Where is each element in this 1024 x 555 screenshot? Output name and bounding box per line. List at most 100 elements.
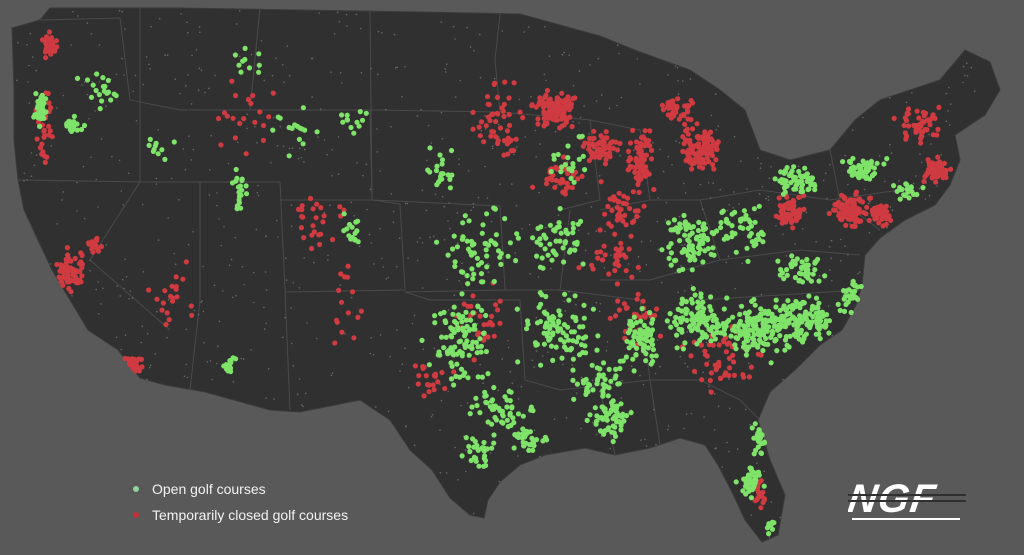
open-marker-icon xyxy=(133,486,139,492)
open-course-marker xyxy=(493,232,499,238)
open-course-marker xyxy=(572,247,578,253)
closed-course-marker xyxy=(731,359,737,365)
town-dot xyxy=(464,449,467,451)
open-course-marker xyxy=(436,349,442,355)
town-dot xyxy=(891,209,894,211)
town-dot xyxy=(683,182,685,185)
town-dot xyxy=(235,294,237,297)
open-course-marker xyxy=(551,156,557,162)
town-dot xyxy=(180,13,182,15)
open-course-marker xyxy=(770,317,776,324)
town-dot xyxy=(329,204,331,206)
closed-course-marker xyxy=(490,129,497,135)
town-dot xyxy=(746,188,748,190)
town-dot xyxy=(830,279,833,282)
open-course-marker xyxy=(801,265,807,271)
town-dot xyxy=(761,186,764,188)
closed-course-marker xyxy=(298,225,304,231)
open-course-marker xyxy=(573,317,579,324)
town-dot xyxy=(966,75,969,77)
open-course-marker xyxy=(808,182,814,188)
town-dot xyxy=(211,378,213,381)
open-course-marker xyxy=(568,345,575,352)
open-course-marker xyxy=(340,119,346,125)
town-dot xyxy=(264,271,267,273)
closed-course-marker xyxy=(876,220,882,226)
town-dot xyxy=(122,204,124,206)
closed-course-marker xyxy=(188,303,194,309)
closed-course-marker xyxy=(621,301,628,307)
closed-course-marker xyxy=(132,368,138,374)
open-course-marker xyxy=(738,218,744,224)
town-dot xyxy=(327,259,329,261)
closed-course-marker xyxy=(486,101,492,108)
open-course-marker xyxy=(808,177,814,183)
open-course-marker xyxy=(677,225,684,231)
town-dot xyxy=(830,257,832,260)
closed-course-marker xyxy=(420,364,426,370)
closed-course-marker xyxy=(826,210,832,217)
town-dot xyxy=(487,271,490,273)
town-dot xyxy=(859,271,861,273)
town-dot xyxy=(580,376,583,379)
town-dot xyxy=(111,155,113,158)
town-dot xyxy=(588,133,590,135)
closed-course-marker xyxy=(78,279,84,285)
town-dot xyxy=(327,254,329,257)
closed-course-marker xyxy=(350,289,356,295)
open-course-marker xyxy=(799,271,805,277)
open-course-marker xyxy=(755,343,761,349)
closed-course-marker xyxy=(591,128,597,134)
open-course-marker xyxy=(515,434,521,440)
town-dot xyxy=(187,243,190,246)
town-dot xyxy=(23,180,25,182)
open-course-marker xyxy=(804,256,810,263)
open-course-marker xyxy=(695,244,702,251)
closed-course-marker xyxy=(934,132,940,138)
closed-course-marker xyxy=(338,271,344,277)
closed-course-marker xyxy=(569,123,575,130)
closed-course-marker xyxy=(704,353,710,359)
closed-course-marker xyxy=(183,259,189,265)
open-course-marker xyxy=(240,58,246,64)
closed-course-marker xyxy=(307,195,314,202)
closed-course-marker xyxy=(568,103,574,109)
closed-course-marker xyxy=(43,55,49,61)
closed-course-marker xyxy=(478,119,485,125)
closed-course-marker xyxy=(603,151,609,158)
closed-course-marker xyxy=(470,109,476,115)
open-course-marker xyxy=(908,184,914,190)
town-dot xyxy=(698,290,701,293)
town-dot xyxy=(713,393,716,395)
open-course-marker xyxy=(773,304,779,310)
closed-course-marker xyxy=(933,179,939,185)
open-course-marker xyxy=(600,416,606,422)
town-dot xyxy=(627,263,630,265)
town-dot xyxy=(252,301,255,304)
closed-course-marker xyxy=(72,255,78,262)
open-course-marker xyxy=(581,315,587,321)
open-course-marker xyxy=(618,427,624,433)
closed-course-marker xyxy=(43,39,49,45)
town-dot xyxy=(33,164,36,166)
open-course-marker xyxy=(483,348,489,355)
open-course-marker xyxy=(557,238,563,244)
town-dot xyxy=(553,418,556,421)
town-dot xyxy=(49,263,51,265)
town-dot xyxy=(206,361,209,363)
closed-course-marker xyxy=(243,151,249,157)
closed-course-marker xyxy=(603,156,609,163)
town-dot xyxy=(454,446,457,449)
open-course-marker xyxy=(469,404,475,410)
town-dot xyxy=(949,103,952,105)
open-course-marker xyxy=(618,401,624,407)
town-dot xyxy=(218,218,220,220)
town-dot xyxy=(702,371,704,374)
open-course-marker xyxy=(74,75,81,81)
town-dot xyxy=(286,45,289,47)
legend-label-closed: Temporarily closed golf courses xyxy=(152,507,349,523)
town-dot xyxy=(338,20,341,23)
closed-course-marker xyxy=(640,168,646,174)
closed-course-marker xyxy=(64,245,70,251)
closed-course-marker xyxy=(689,161,695,167)
